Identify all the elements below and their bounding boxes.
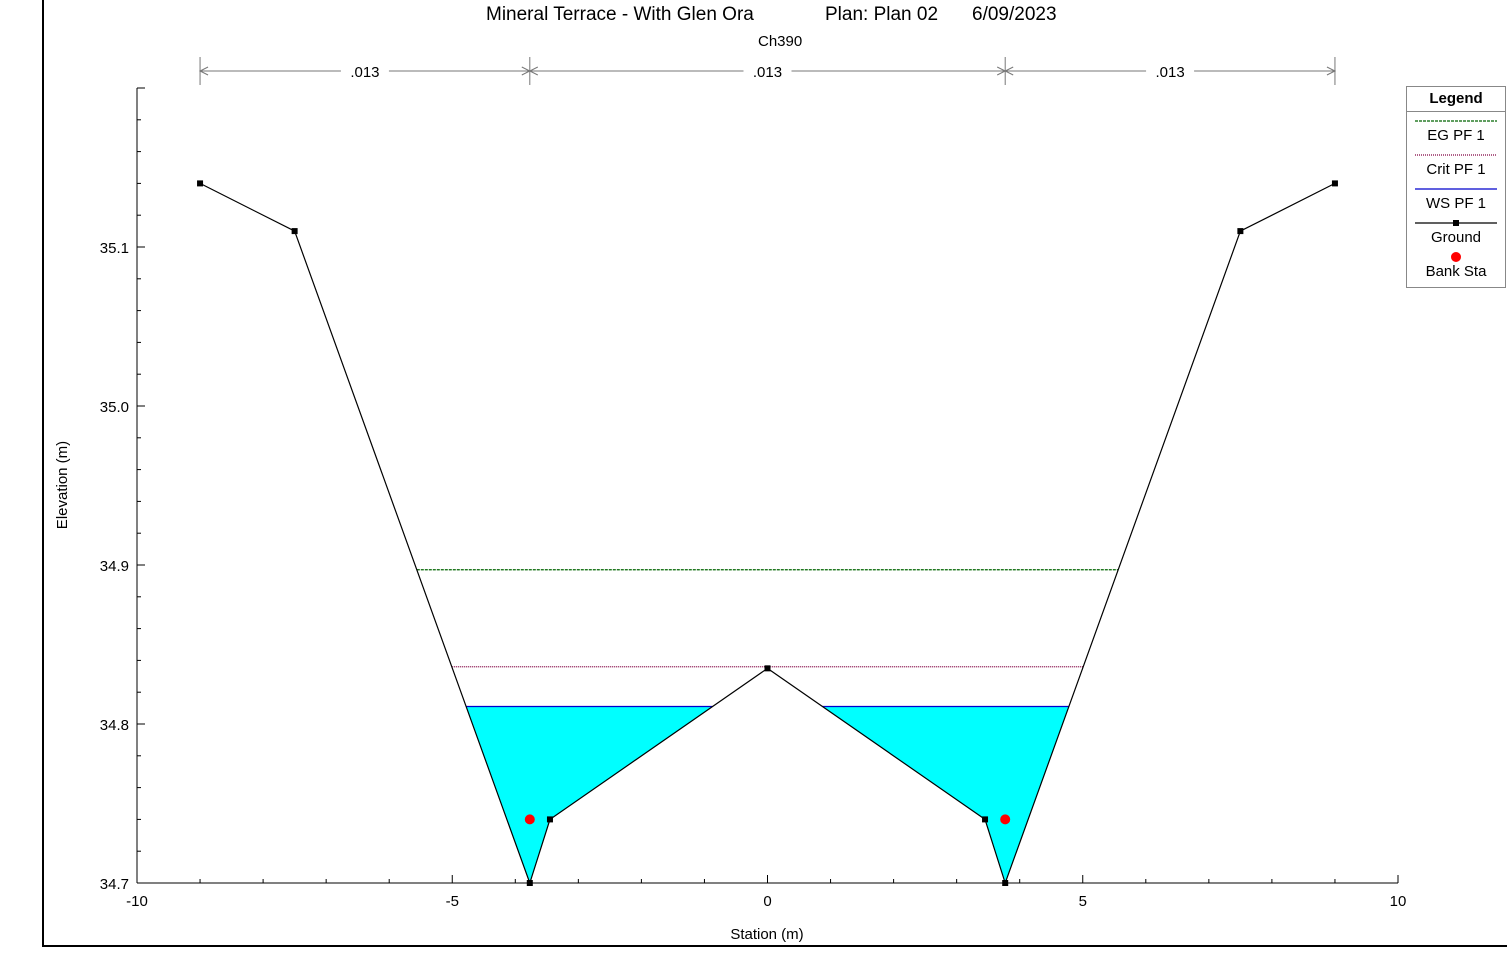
legend-item-label: WS PF 1 bbox=[1425, 195, 1486, 212]
plan-label: Plan: Plan 02 bbox=[825, 4, 939, 25]
y-tick-label: 35.1 bbox=[100, 240, 129, 257]
roughness-arrow bbox=[528, 66, 539, 76]
roughness-value: .013 bbox=[1155, 64, 1184, 81]
y-tick-label: 34.9 bbox=[100, 558, 129, 575]
x-axis-label: Station (m) bbox=[730, 926, 803, 943]
legend-item: Crit PF 1 bbox=[1407, 146, 1505, 180]
x-tick-label: 10 bbox=[1390, 893, 1407, 910]
legend: Legend EG PF 1 Crit PF 1 WS PF 1 Ground Bank… bbox=[1406, 86, 1506, 288]
x-tick-label: -10 bbox=[126, 893, 148, 910]
water-fill bbox=[466, 706, 713, 883]
legend-item: WS PF 1 bbox=[1407, 180, 1505, 214]
water-fill bbox=[822, 706, 1069, 883]
legend-swatch bbox=[1415, 120, 1497, 122]
y-axis-label: Elevation (m) bbox=[54, 441, 71, 529]
ground-point bbox=[526, 880, 533, 886]
legend-swatch bbox=[1415, 188, 1497, 190]
legend-title: Legend bbox=[1407, 87, 1505, 112]
ground-point bbox=[1237, 228, 1244, 235]
x-tick-label: -5 bbox=[446, 893, 459, 910]
roughness-arrow bbox=[1326, 66, 1337, 76]
plot-frame bbox=[42, 0, 1507, 947]
ground-point bbox=[982, 816, 989, 823]
legend-swatch bbox=[1451, 252, 1461, 262]
legend-marker-icon bbox=[1453, 220, 1459, 226]
ground-point bbox=[1331, 180, 1338, 187]
ground-point bbox=[1002, 880, 1009, 886]
legend-item: Ground bbox=[1407, 214, 1505, 248]
y-tick-label: 34.8 bbox=[100, 717, 129, 734]
roughness-arrow bbox=[1004, 66, 1014, 76]
legend-item-label: Bank Sta bbox=[1425, 263, 1487, 280]
section-label: Ch390 bbox=[758, 33, 803, 50]
legend-swatch bbox=[1415, 220, 1497, 226]
legend-swatch bbox=[1415, 154, 1497, 156]
legend-item: Bank Sta bbox=[1407, 248, 1505, 282]
bank-station-point bbox=[524, 814, 535, 825]
x-tick-label: 0 bbox=[763, 893, 771, 910]
ground-point bbox=[546, 816, 553, 823]
roughness-value: .013 bbox=[350, 64, 379, 81]
chart-title: Mineral Terrace - With Glen Ora bbox=[486, 4, 754, 25]
roughness-value: .013 bbox=[753, 64, 782, 81]
ground-point bbox=[764, 665, 771, 672]
legend-dot-icon bbox=[1451, 252, 1461, 262]
x-tick-label: 5 bbox=[1079, 893, 1087, 910]
y-tick-label: 35.0 bbox=[100, 399, 129, 416]
legend-item-label: Crit PF 1 bbox=[1426, 161, 1486, 178]
bank-station-point bbox=[1000, 814, 1011, 825]
legend-item-label: EG PF 1 bbox=[1427, 127, 1485, 144]
legend-item: EG PF 1 bbox=[1407, 112, 1505, 146]
y-tick-label: 34.7 bbox=[100, 876, 129, 893]
roughness-arrow bbox=[198, 66, 209, 76]
ground-line bbox=[199, 182, 1336, 885]
legend-item-label: Ground bbox=[1430, 229, 1482, 246]
ground-point bbox=[197, 180, 204, 187]
ground-point bbox=[291, 228, 298, 235]
date-label: 6/09/2023 bbox=[972, 4, 1057, 25]
